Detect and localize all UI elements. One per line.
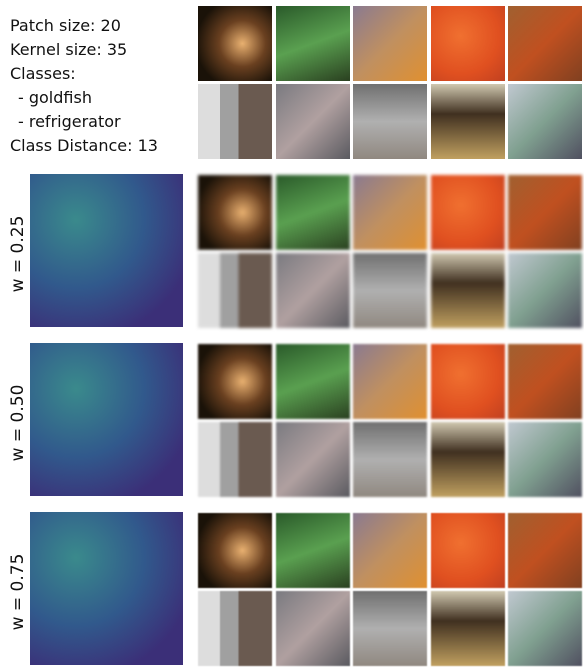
image-tile xyxy=(197,5,273,82)
image-tile xyxy=(352,5,428,82)
image-tile xyxy=(197,83,273,160)
setting-line: Patch size: 20 xyxy=(10,14,158,38)
image-tile xyxy=(352,343,428,420)
heatmap xyxy=(30,512,183,665)
image-tile xyxy=(275,5,351,82)
image-tile xyxy=(275,512,351,589)
setting-line: Classes: xyxy=(10,62,158,86)
image-tile xyxy=(430,512,506,589)
image-tile xyxy=(352,83,428,160)
image-tile xyxy=(275,83,351,160)
row-label: w = 0.25 xyxy=(8,174,28,334)
image-tile xyxy=(275,590,351,667)
image-tile xyxy=(507,5,583,82)
image-tile xyxy=(352,252,428,329)
image-tile xyxy=(275,421,351,498)
image-tile xyxy=(507,174,583,251)
setting-line: Class Distance: 13 xyxy=(10,134,158,158)
image-tile xyxy=(507,590,583,667)
image-tile xyxy=(430,590,506,667)
figure: Patch size: 20 Kernel size: 35 Classes: … xyxy=(0,0,584,667)
setting-line: Kernel size: 35 xyxy=(10,38,158,62)
image-tile xyxy=(507,512,583,589)
image-tile xyxy=(275,343,351,420)
image-tile xyxy=(507,83,583,160)
image-tile xyxy=(430,343,506,420)
row-label: w = 0.50 xyxy=(8,343,28,503)
class-item: - refrigerator xyxy=(10,110,158,134)
image-tile xyxy=(197,590,273,667)
image-tile xyxy=(352,590,428,667)
image-tile xyxy=(352,174,428,251)
image-tile xyxy=(507,343,583,420)
image-tile xyxy=(275,252,351,329)
heatmap xyxy=(30,174,183,327)
image-tile xyxy=(430,174,506,251)
image-tile xyxy=(507,252,583,329)
image-tile xyxy=(430,5,506,82)
image-tile xyxy=(430,421,506,498)
image-tile xyxy=(197,174,273,251)
image-tile xyxy=(197,343,273,420)
image-tile xyxy=(197,252,273,329)
image-tile xyxy=(507,421,583,498)
image-tile xyxy=(352,421,428,498)
row-label: w = 0.75 xyxy=(8,512,28,667)
image-tile xyxy=(197,421,273,498)
settings: Patch size: 20 Kernel size: 35 Classes: … xyxy=(10,14,158,158)
image-tile xyxy=(197,512,273,589)
image-tile xyxy=(430,252,506,329)
heatmap xyxy=(30,343,183,496)
class-item: - goldfish xyxy=(10,86,158,110)
image-tile xyxy=(430,83,506,160)
image-tile xyxy=(275,174,351,251)
image-tile xyxy=(352,512,428,589)
